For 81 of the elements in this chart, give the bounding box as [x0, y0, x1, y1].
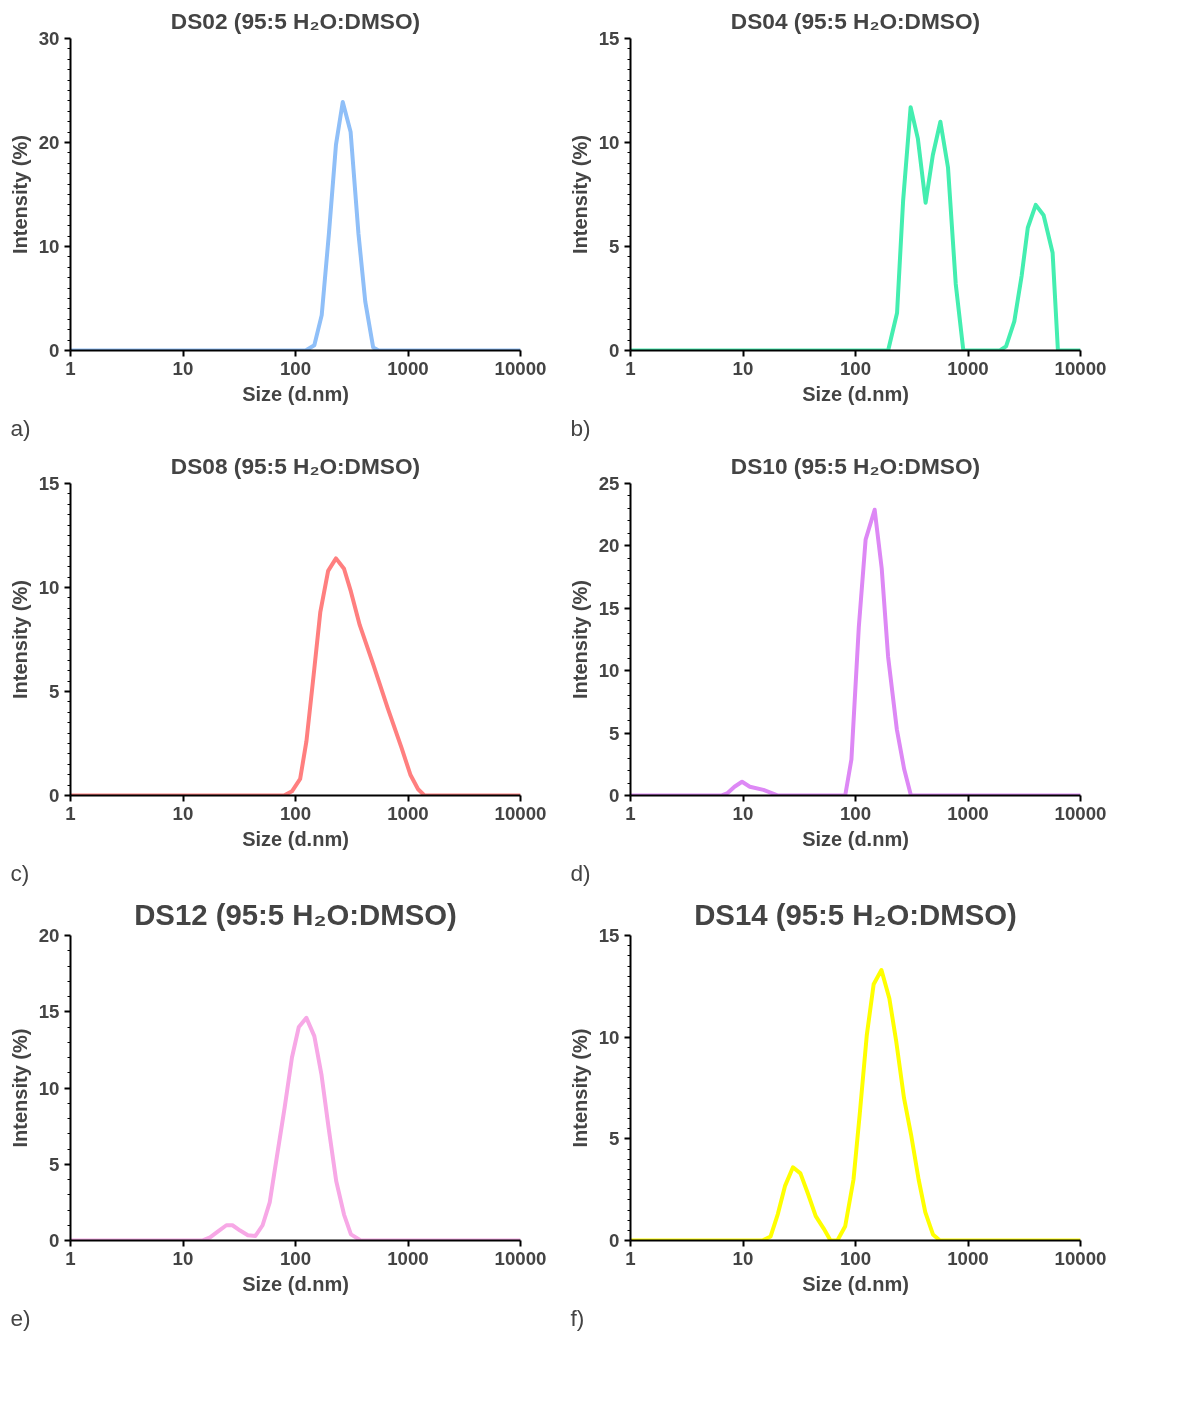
- y-axis-title: Intensity (%): [8, 580, 31, 699]
- text: d): [570, 859, 591, 886]
- x-axis-title: Size (d.nm): [802, 1272, 909, 1295]
- x-tick-label: 1000: [947, 357, 989, 379]
- x-tick-label: 100: [839, 1247, 872, 1269]
- y-tick-label: 15: [38, 1001, 60, 1023]
- x-axis-title: Size (d.nm): [242, 827, 349, 850]
- y-tick-label: 25: [598, 473, 620, 494]
- y-tick-label: 10: [38, 1077, 60, 1099]
- x-tick-label: 10000: [1054, 1247, 1107, 1269]
- y-tick-label: 10: [38, 577, 60, 598]
- text: c): [10, 859, 30, 886]
- x-tick-label: 10: [732, 357, 754, 379]
- x-tick-label: 1000: [387, 802, 429, 824]
- x-tick-label: 10000: [494, 1247, 547, 1269]
- y-tick-label: 0: [49, 340, 60, 361]
- y-tick-label: 0: [609, 340, 620, 361]
- x-tick-label: 1: [65, 802, 76, 824]
- y-axis-title: Intensity (%): [8, 135, 31, 254]
- x-tick-label: 10: [732, 1247, 754, 1269]
- x-tick-label: 10000: [1054, 357, 1107, 379]
- y-tick-label: 30: [38, 28, 60, 49]
- y-tick-label: 20: [38, 925, 60, 946]
- x-tick-label: 10: [172, 1247, 194, 1269]
- y-tick-label: 0: [49, 1230, 60, 1251]
- y-tick-label: 15: [598, 925, 620, 946]
- y-tick-label: 20: [38, 132, 60, 153]
- x-tick-label: 10: [732, 802, 754, 824]
- y-axis-title: Intensity (%): [568, 580, 591, 699]
- y-axis-title: Intensity (%): [568, 1028, 591, 1148]
- y-tick-label: 0: [609, 1230, 620, 1251]
- x-tick-label: 10000: [1054, 802, 1107, 824]
- x-tick-label: 10: [172, 357, 194, 379]
- x-tick-label: 100: [839, 357, 872, 379]
- x-tick-label: 1: [625, 802, 636, 824]
- y-tick-label: 15: [38, 473, 60, 494]
- chart-title: DS04 (95:5 H₂O:DMSO): [730, 7, 981, 34]
- x-tick-label: 1000: [387, 1247, 429, 1269]
- x-tick-label: 1000: [947, 802, 989, 824]
- text: a): [10, 414, 31, 441]
- y-tick-label: 5: [609, 722, 620, 744]
- text: b): [570, 414, 591, 441]
- y-tick-label: 0: [609, 785, 620, 806]
- y-tick-label: 20: [598, 535, 620, 557]
- x-tick-label: 100: [279, 1247, 312, 1269]
- y-tick-label: 0: [49, 785, 60, 806]
- x-axis-title: Size (d.nm): [242, 382, 349, 405]
- y-tick-label: 5: [609, 1128, 620, 1150]
- x-axis-title: Size (d.nm): [242, 1272, 349, 1295]
- chart-title: DS08 (95:5 H₂O:DMSO): [170, 452, 421, 479]
- y-tick-label: 10: [598, 1026, 620, 1048]
- y-tick-label: 5: [49, 1153, 60, 1175]
- y-tick-label: 10: [598, 660, 620, 682]
- chart-title: DS10 (95:5 H₂O:DMSO): [730, 452, 981, 479]
- y-tick-label: 15: [598, 28, 620, 49]
- y-tick-label: 10: [38, 236, 60, 257]
- x-tick-label: 1: [625, 357, 636, 379]
- y-tick-label: 5: [609, 236, 620, 257]
- chart-title: DS02 (95:5 H₂O:DMSO): [170, 7, 421, 34]
- x-axis-title: Size (d.nm): [802, 827, 909, 850]
- x-axis-title: Size (d.nm): [802, 382, 909, 405]
- x-tick-label: 10000: [494, 357, 547, 379]
- y-tick-label: 15: [598, 597, 620, 619]
- chart-title: DS12 (95:5 H₂O:DMSO): [134, 897, 457, 931]
- x-tick-label: 10000: [494, 802, 547, 824]
- x-tick-label: 1: [65, 1247, 76, 1269]
- y-axis-title: Intensity (%): [568, 135, 591, 254]
- text: f): [570, 1304, 585, 1331]
- y-tick-label: 10: [598, 132, 620, 153]
- x-tick-label: 10: [172, 802, 194, 824]
- y-axis-title: Intensity (%): [8, 1028, 31, 1148]
- x-tick-label: 1000: [947, 1247, 989, 1269]
- x-tick-label: 100: [279, 357, 312, 379]
- x-tick-label: 1: [65, 357, 76, 379]
- chart-title: DS14 (95:5 H₂O:DMSO): [694, 897, 1017, 931]
- x-tick-label: 1000: [387, 357, 429, 379]
- x-tick-label: 1: [625, 1247, 636, 1269]
- text: e): [10, 1304, 31, 1331]
- x-tick-label: 100: [279, 802, 312, 824]
- x-tick-label: 100: [839, 802, 872, 824]
- y-tick-label: 5: [49, 681, 60, 702]
